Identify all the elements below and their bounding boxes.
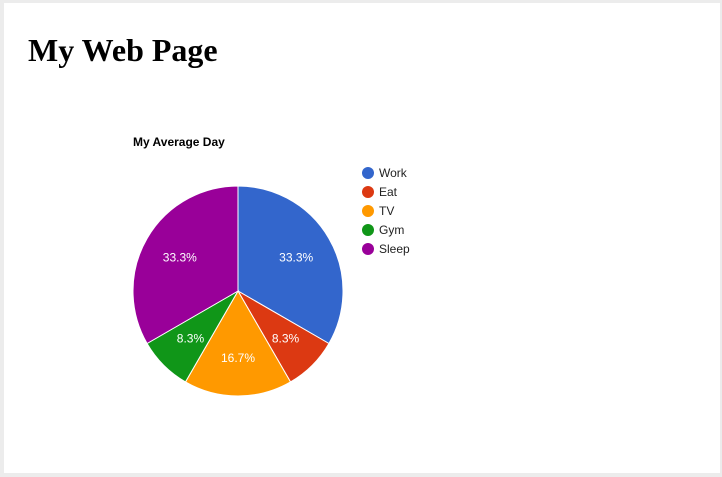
- pie-slice-tv[interactable]: [184, 289, 292, 397]
- legend-swatch-eat[interactable]: [362, 186, 374, 198]
- page-title: My Web Page: [28, 32, 218, 68]
- slice-labels: 33.3% 8.3% 16.7% 8.3% 33.3%: [163, 250, 314, 365]
- slice-label-eat: 8.3%: [272, 332, 300, 346]
- slice-label-tv: 16.7%: [221, 351, 255, 365]
- legend: Work Eat TV Gym Sleep: [362, 166, 410, 256]
- legend-label-work[interactable]: Work: [379, 166, 408, 180]
- legend-label-eat[interactable]: Eat: [379, 185, 398, 199]
- slice-label-work: 33.3%: [279, 250, 313, 264]
- legend-swatch-sleep[interactable]: [362, 243, 374, 255]
- legend-swatch-tv[interactable]: [362, 205, 374, 217]
- page-body: My Web Page: [4, 3, 720, 473]
- chart-title: My Average Day: [133, 135, 225, 149]
- legend-swatch-gym[interactable]: [362, 224, 374, 236]
- pie-slices: [132, 185, 344, 397]
- slice-label-gym: 8.3%: [177, 332, 205, 346]
- legend-label-tv[interactable]: TV: [379, 204, 394, 218]
- pie-slice-work[interactable]: [237, 185, 344, 345]
- legend-label-gym[interactable]: Gym: [379, 223, 404, 237]
- legend-swatch-work[interactable]: [362, 167, 374, 179]
- pie-slice-sleep[interactable]: [132, 185, 239, 345]
- slice-label-sleep: 33.3%: [163, 250, 197, 264]
- legend-label-sleep[interactable]: Sleep: [379, 242, 410, 256]
